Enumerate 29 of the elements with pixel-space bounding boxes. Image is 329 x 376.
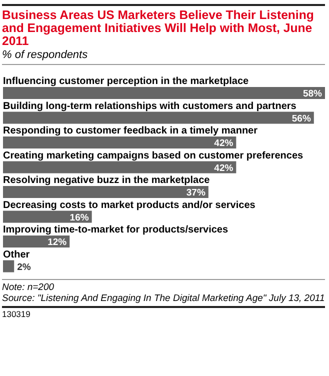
text: 130319 xyxy=(2,309,32,319)
y-tick-label: Decreasing costs to market products and/or services xyxy=(3,200,256,211)
bar xyxy=(3,161,236,174)
y-tick-label: Improving time-to-market for products/services xyxy=(3,224,228,236)
bar xyxy=(3,210,92,223)
y-tick-label: Responding to customer feedback in a timely manner xyxy=(3,126,258,136)
data-label: 42% xyxy=(214,138,234,149)
bar xyxy=(3,112,314,124)
source-note: Source: "Listening And Engaging In The Digital Marketing Age" July 13, 2011 xyxy=(2,293,325,304)
bar xyxy=(3,260,14,272)
data-label: 2% xyxy=(17,262,32,273)
chart-subtitle: % of respondents xyxy=(2,49,325,65)
data-label: 42% xyxy=(214,162,234,174)
text: Note: n=200 xyxy=(2,282,56,293)
y-tick-label: Building long-term relationships with customers and partners xyxy=(3,100,297,112)
chart-title: Business Areas US Marketers Believe Their Listening and Engagement Initiatives Will Help with Most, June 2011 xyxy=(2,8,315,48)
data-label: 16% xyxy=(70,212,90,224)
data-label: 58% xyxy=(302,88,323,100)
y-tick-label: Influencing customer perception in the marketplace xyxy=(3,76,250,87)
y-tick-label: Other xyxy=(3,249,30,260)
data-label: 37% xyxy=(186,188,206,198)
bar xyxy=(3,186,208,198)
bar xyxy=(3,136,236,148)
bar xyxy=(3,236,70,248)
bar xyxy=(3,87,325,99)
y-tick-label: Resolving negative buzz in the marketplace xyxy=(3,175,210,186)
y-tick-label: Creating marketing campaigns based on customer preferences xyxy=(3,150,304,162)
data-label: 56% xyxy=(292,113,312,124)
data-label: 12% xyxy=(48,237,68,248)
